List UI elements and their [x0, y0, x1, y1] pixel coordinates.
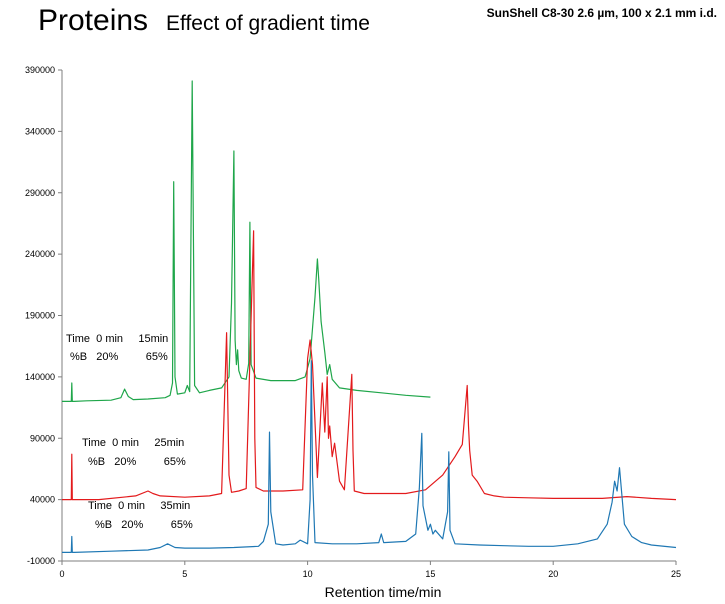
x-tick-label: 20 — [548, 569, 558, 579]
page-title: Proteins — [38, 4, 149, 37]
y-tick-label: 140000 — [25, 372, 55, 382]
y-tick-label: 340000 — [25, 126, 55, 136]
page-subtitle: Effect of gradient time — [166, 12, 370, 35]
chromatogram-trace-1 — [62, 80, 431, 402]
gradient-percent-row: %B 20% 65% — [88, 456, 186, 468]
gradient-percent-row: %B 20% 65% — [95, 519, 193, 531]
gradient-annotation-15min: Time 0 min 15min %B 20% 65% — [66, 333, 168, 363]
y-tick-label: 90000 — [30, 433, 55, 443]
series-layer — [62, 80, 677, 554]
x-tick-label: 5 — [182, 569, 187, 579]
x-tick-label: 0 — [59, 569, 64, 579]
y-tick-label: 290000 — [25, 188, 55, 198]
y-axis-ticks: -10000 40000 90000 140000 190000 240000 290000… — [25, 65, 62, 566]
x-axis-title: Retention time/min — [325, 584, 442, 600]
y-tick-label: 40000 — [30, 495, 55, 505]
x-tick-label: 15 — [425, 569, 435, 579]
column-spec: SunShell C8-30 2.6 µm, 100 x 2.1 mm i.d. — [486, 6, 717, 20]
gradient-time-row: Time 0 min 25min — [82, 437, 184, 449]
gradient-percent-row: %B 20% 65% — [70, 351, 168, 363]
y-tick-label: 240000 — [25, 249, 55, 259]
chromatogram-trace-2 — [62, 230, 677, 501]
gradient-annotation-25min: Time 0 min 25min %B 20% 65% — [82, 437, 186, 468]
gradient-annotation-35min: Time 0 min 35min %B 20% 65% — [88, 500, 193, 531]
y-tick-label: 390000 — [25, 65, 55, 75]
x-axis-ticks: 0 5 10 15 20 25 — [59, 561, 681, 579]
gradient-time-row: Time 0 min 35min — [88, 500, 190, 512]
x-tick-label: 25 — [671, 569, 681, 579]
chromatogram-trace-3 — [62, 360, 677, 554]
y-tick-label: 190000 — [25, 311, 55, 321]
x-tick-label: 10 — [303, 569, 313, 579]
gradient-time-row: Time 0 min 15min — [66, 333, 168, 345]
y-tick-label: -10000 — [27, 556, 55, 566]
